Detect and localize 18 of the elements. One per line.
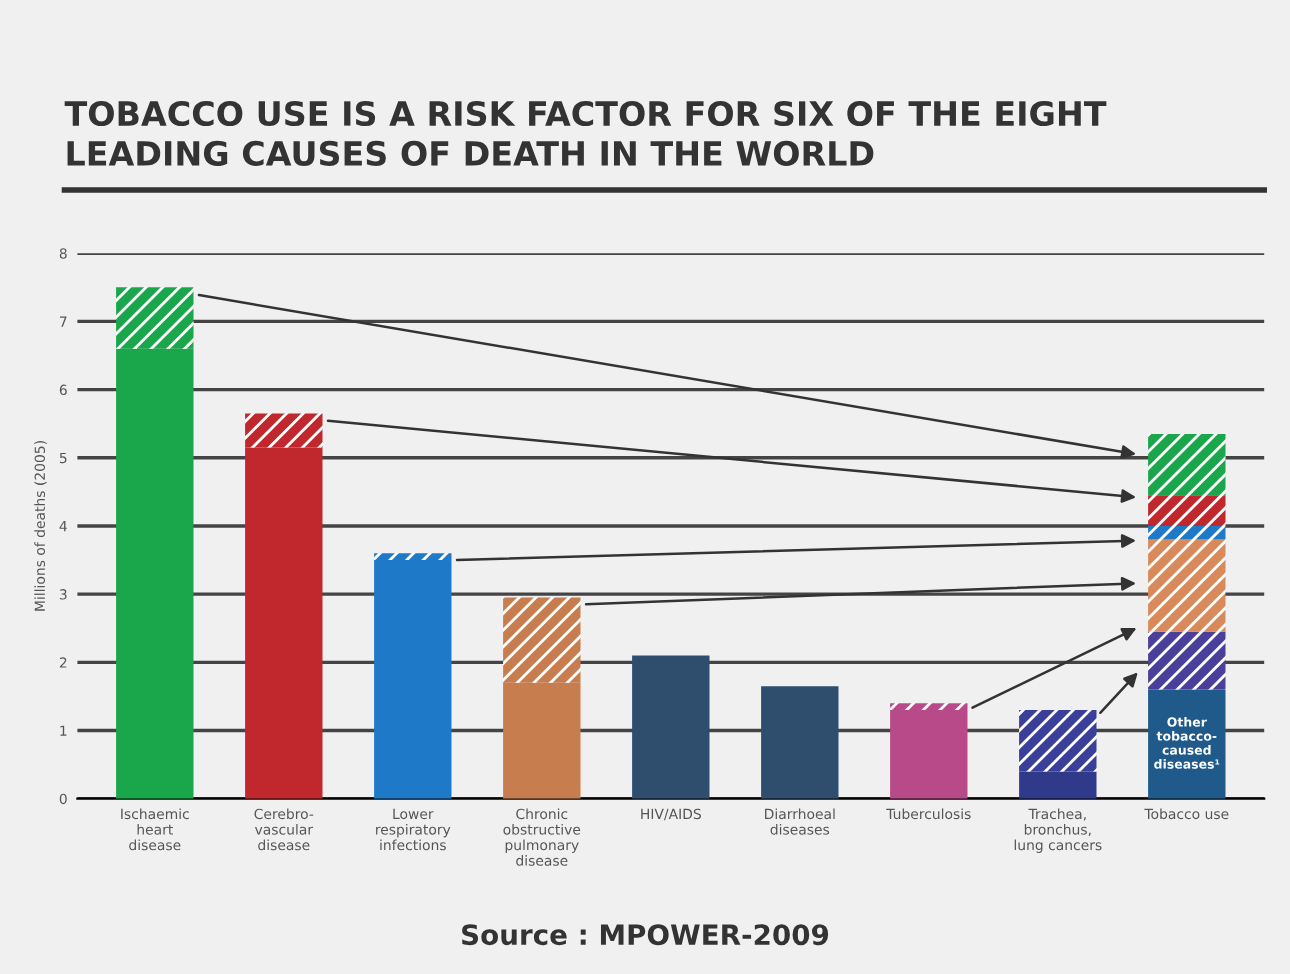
source-note: Source : MPOWER-2009	[462, 924, 829, 946]
bar	[1148, 525, 1226, 540]
bar	[890, 703, 968, 711]
bar	[245, 447, 323, 799]
bar	[1019, 771, 1097, 799]
chart-title: TOBACCO USE IS A RISK FACTOR FOR SIX OF THE EIGHT LEADING CAUSES OF DEATH IN THE WORLD	[64, 100, 1107, 166]
bar	[1148, 631, 1226, 690]
bar	[374, 560, 452, 799]
bar	[1148, 433, 1226, 496]
bar	[1148, 495, 1226, 526]
bar	[1019, 710, 1097, 772]
bar	[761, 686, 839, 799]
bar	[632, 655, 710, 799]
bar	[503, 682, 581, 799]
bar	[503, 597, 581, 683]
bar	[1148, 539, 1226, 632]
bar	[116, 348, 194, 799]
bar	[890, 710, 968, 799]
